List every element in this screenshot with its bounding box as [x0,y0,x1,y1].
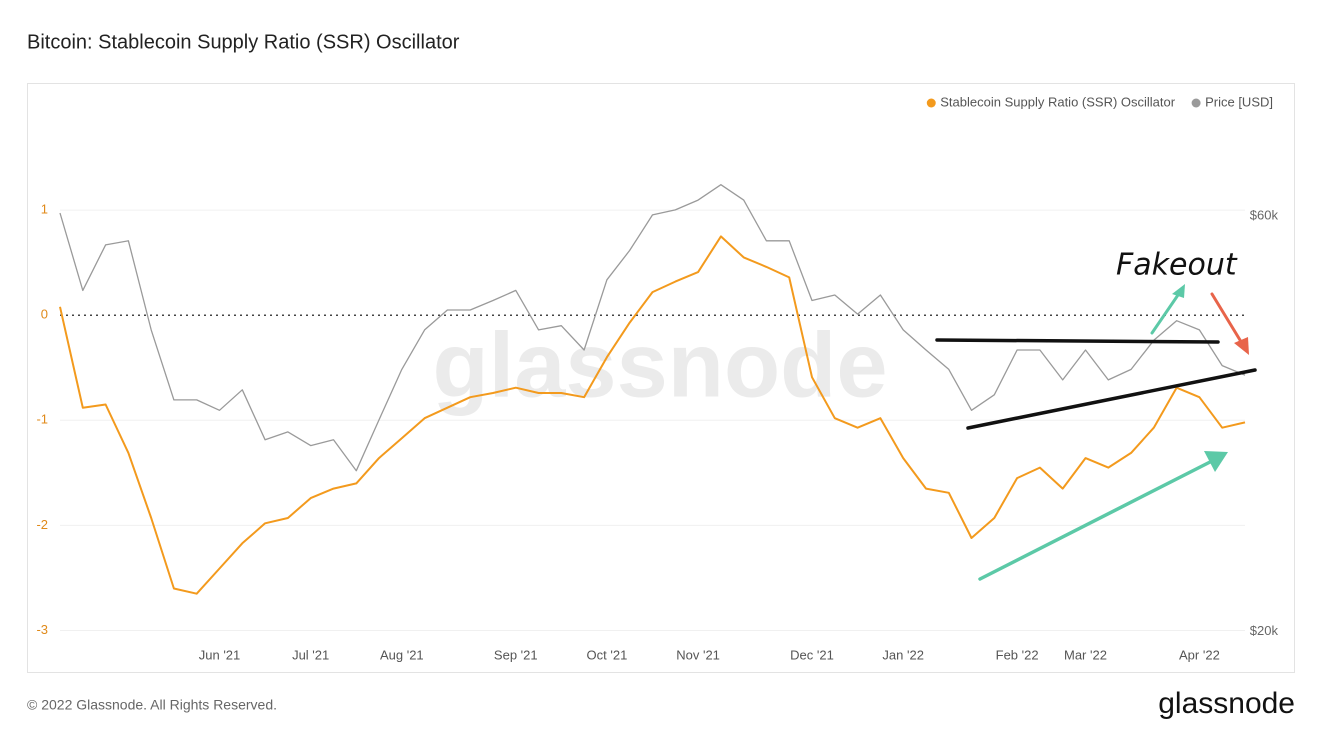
annotation-drawing [935,284,1257,581]
watermark: glassnode [432,314,887,416]
x-tick-label: Jan '22 [882,647,924,662]
legend-label: Price [USD] [1205,94,1273,109]
copyright: © 2022 Glassnode. All Rights Reserved. [27,697,277,713]
x-tick-label: Aug '21 [380,647,424,662]
y-tick-label: 1 [41,202,48,217]
plot [59,184,1246,595]
trend-arrow [978,459,1214,581]
x-tick-label: Mar '22 [1064,647,1107,662]
down-arrow [1210,292,1242,342]
x-tick-label: Feb '22 [996,647,1039,662]
x-tick-label: Jul '21 [292,647,329,662]
fakeout-arrow [1150,293,1180,335]
logo: glassnode [1158,687,1295,720]
x-tick-label: Dec '21 [790,647,834,662]
chart-title: Bitcoin: Stablecoin Supply Ratio (SSR) O… [27,31,460,53]
legend: Price [USD] Stablecoin Supply Ratio (SSR)… [926,94,1273,109]
series-line [59,235,1246,595]
arrow-head [1234,337,1249,355]
series-line [59,184,1246,472]
arrow-head [1172,284,1185,298]
annotation-text: Fakeout [1116,248,1238,283]
legend-marker [1191,98,1201,108]
x-tick-label: Nov '21 [676,647,720,662]
legend-marker [926,98,936,108]
chart-panel [27,83,1295,673]
support-line [966,368,1257,430]
resistance-line [935,338,1220,344]
y2-tick-label: $60k [1250,208,1279,223]
x-tick-label: Sep '21 [494,647,538,662]
arrow-head [1204,451,1228,472]
x-tick-label: Jun '21 [199,647,241,662]
x-tick-label: Oct '21 [587,647,628,662]
y-tick-label: -3 [36,622,48,637]
grid [60,209,1245,631]
legend-label: Stablecoin Supply Ratio (SSR) Oscillator [940,94,1175,109]
x-tick-label: Apr '22 [1179,647,1220,662]
y2-tick-label: $20k [1250,623,1279,638]
y-tick-label: -1 [36,412,48,427]
y-tick-label: 0 [41,307,48,322]
y-tick-label: -2 [36,517,48,532]
